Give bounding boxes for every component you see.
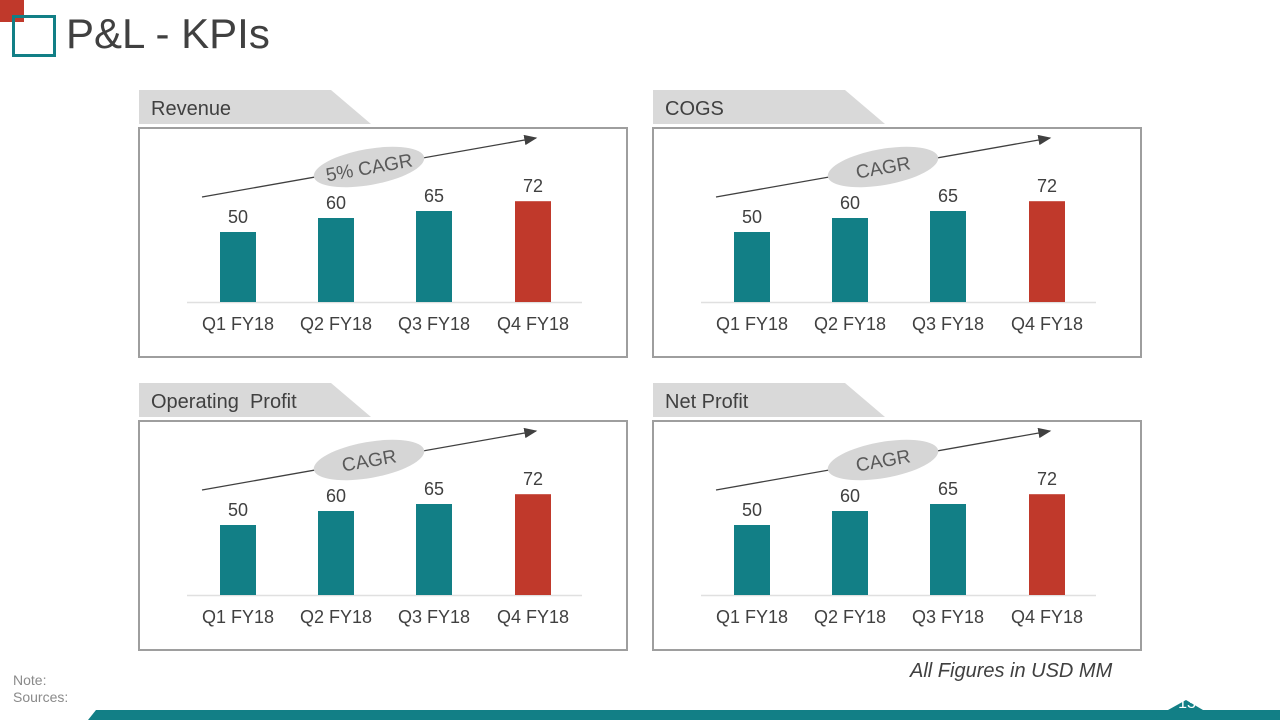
bar-4 (515, 201, 551, 302)
panel-title: Net Profit (665, 391, 749, 413)
cogs-chart: CAGR 50 Q1 FY18 60 Q2 FY18 65 Q3 FY18 72 Q4 FY18 (652, 127, 1142, 358)
data-label-2: 60 (326, 193, 346, 213)
bar-2 (318, 511, 354, 595)
revenue-chart-svg: 5% CAGR 50 Q1 FY18 60 Q2 FY18 65 Q3 FY18 72 Q4 F… (187, 134, 582, 334)
logo-outline-square (12, 15, 56, 57)
x-tick-label-3: Q3 FY18 (398, 607, 470, 627)
bar-3 (930, 504, 966, 595)
x-tick-label-1: Q1 FY18 (716, 314, 788, 334)
cagr-bubble: CAGR (313, 439, 425, 481)
cagr-bubble: CAGR (827, 439, 939, 481)
x-tick-label-3: Q3 FY18 (912, 607, 984, 627)
net-profit-chart-svg: CAGR 50 Q1 FY18 60 Q2 FY18 65 Q3 FY18 72 Q4 FY18 (701, 427, 1096, 627)
data-label-3: 65 (424, 479, 444, 499)
bar-1 (220, 232, 256, 302)
bar-3 (416, 211, 452, 302)
data-label-3: 65 (424, 186, 444, 206)
data-label-1: 50 (228, 207, 248, 227)
data-label-3: 65 (938, 479, 958, 499)
data-label-1: 50 (742, 207, 762, 227)
data-label-4: 72 (1037, 469, 1057, 489)
x-tick-label-4: Q4 FY18 (497, 314, 569, 334)
bar-1 (220, 525, 256, 595)
x-tick-label-4: Q4 FY18 (1011, 314, 1083, 334)
x-tick-label-1: Q1 FY18 (202, 607, 274, 627)
data-label-4: 72 (523, 469, 543, 489)
data-label-2: 60 (326, 486, 346, 506)
sources-label: Sources: (13, 689, 69, 705)
cagr-bubble: 5% CAGR (313, 146, 425, 188)
cagr-bubble-shape (827, 439, 939, 481)
x-tick-label-2: Q2 FY18 (300, 314, 372, 334)
x-tick-label-2: Q2 FY18 (814, 607, 886, 627)
bar-3 (416, 504, 452, 595)
panel-tab-net-profit: Net Profit (653, 383, 888, 417)
data-label-1: 50 (228, 500, 248, 520)
data-label-3: 65 (938, 186, 958, 206)
data-label-1: 50 (742, 500, 762, 520)
bar-1 (734, 232, 770, 302)
data-label-2: 60 (840, 193, 860, 213)
x-tick-label-2: Q2 FY18 (814, 314, 886, 334)
x-tick-label-3: Q3 FY18 (912, 314, 984, 334)
cagr-bubble-shape (313, 146, 425, 188)
panel-title: COGS (665, 98, 724, 120)
x-tick-label-4: Q4 FY18 (1011, 607, 1083, 627)
units-note: All Figures in USD MM (910, 660, 1113, 682)
data-label-4: 72 (523, 176, 543, 196)
cagr-bubble: CAGR (827, 146, 939, 188)
bar-2 (832, 511, 868, 595)
revenue-chart: 5% CAGR 50 Q1 FY18 60 Q2 FY18 65 Q3 FY18 72 Q4 F… (138, 127, 628, 358)
net-profit-chart: CAGR 50 Q1 FY18 60 Q2 FY18 65 Q3 FY18 72 Q4 FY18 (652, 420, 1142, 651)
bar-1 (734, 525, 770, 595)
x-tick-label-1: Q1 FY18 (202, 314, 274, 334)
operating-profit-chart-svg: CAGR 50 Q1 FY18 60 Q2 FY18 65 Q3 FY18 72 Q4 FY18 (187, 427, 582, 627)
x-tick-label-1: Q1 FY18 (716, 607, 788, 627)
cagr-bubble-shape (313, 439, 425, 481)
bar-4 (515, 494, 551, 595)
bar-4 (1029, 494, 1065, 595)
cagr-bubble-shape (827, 146, 939, 188)
data-label-2: 60 (840, 486, 860, 506)
panel-tab-revenue: Revenue (139, 90, 374, 124)
footer-bar (88, 700, 1280, 720)
page-number: 13 (1178, 695, 1196, 712)
data-label-4: 72 (1037, 176, 1057, 196)
note-label: Note: (13, 672, 47, 688)
cogs-chart-svg: CAGR 50 Q1 FY18 60 Q2 FY18 65 Q3 FY18 72 Q4 FY18 (701, 134, 1096, 334)
panel-tab-cogs: COGS (653, 90, 888, 124)
page-title: P&L - KPIs (66, 10, 270, 57)
bar-4 (1029, 201, 1065, 302)
x-tick-label-3: Q3 FY18 (398, 314, 470, 334)
bar-2 (318, 218, 354, 302)
footnote: Note: Sources: (13, 672, 68, 706)
bar-3 (930, 211, 966, 302)
bar-2 (832, 218, 868, 302)
panel-title: Revenue (151, 98, 232, 120)
x-tick-label-2: Q2 FY18 (300, 607, 372, 627)
panel-title: Operating Profit (151, 391, 297, 413)
operating-profit-chart: CAGR 50 Q1 FY18 60 Q2 FY18 65 Q3 FY18 72 Q4 FY18 (138, 420, 628, 651)
panel-tab-operating-profit: Operating Profit (139, 383, 374, 417)
x-tick-label-4: Q4 FY18 (497, 607, 569, 627)
